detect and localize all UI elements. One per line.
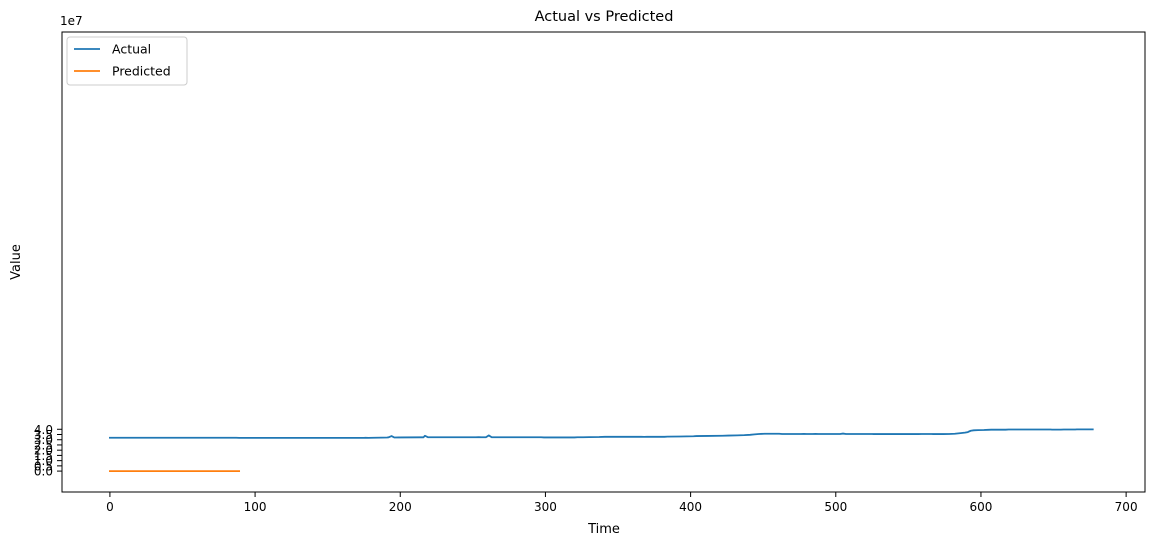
y-tick-label: 3.5 bbox=[34, 428, 53, 442]
legend: Actual Predicted bbox=[66, 36, 188, 86]
y-tick-label: 2.5 bbox=[34, 438, 53, 452]
y-tick-label: 2.0 bbox=[34, 444, 53, 458]
x-tick-label: 200 bbox=[389, 500, 412, 514]
y-axis-scale-label: 1e7 bbox=[60, 14, 83, 28]
legend-label-actual: Actual bbox=[112, 42, 151, 57]
x-tick-label: 0 bbox=[106, 500, 114, 514]
y-tick-label: 4.0 bbox=[34, 423, 53, 437]
x-axis: 0 100 200 300 400 500 600 700 bbox=[106, 492, 1138, 514]
x-tick-label: 300 bbox=[534, 500, 557, 514]
series-line-actual bbox=[109, 428, 1094, 439]
y-tick-label: 0.0 bbox=[34, 465, 53, 479]
legend-label-predicted: Predicted bbox=[112, 64, 171, 79]
plot-area bbox=[61, 31, 1146, 493]
y-tick-label: 0.5 bbox=[34, 459, 53, 473]
x-tick-label: 500 bbox=[824, 500, 847, 514]
x-axis-title: Time bbox=[587, 522, 620, 537]
x-tick-label: 400 bbox=[679, 500, 702, 514]
y-axis: 0.00.51.01.52.02.53.03.54.0 bbox=[34, 423, 62, 479]
y-tick-label: 3.0 bbox=[34, 433, 53, 447]
plot-frame bbox=[61, 31, 1146, 493]
x-tick-label: 600 bbox=[969, 500, 992, 514]
y-tick-label: 1.5 bbox=[34, 449, 53, 463]
chart-title: Actual vs Predicted bbox=[535, 9, 674, 25]
x-tick-label: 100 bbox=[244, 500, 267, 514]
x-tick-label: 700 bbox=[1115, 500, 1138, 514]
y-tick-label: 1.0 bbox=[34, 454, 53, 468]
y-axis-title: Value bbox=[9, 244, 24, 280]
